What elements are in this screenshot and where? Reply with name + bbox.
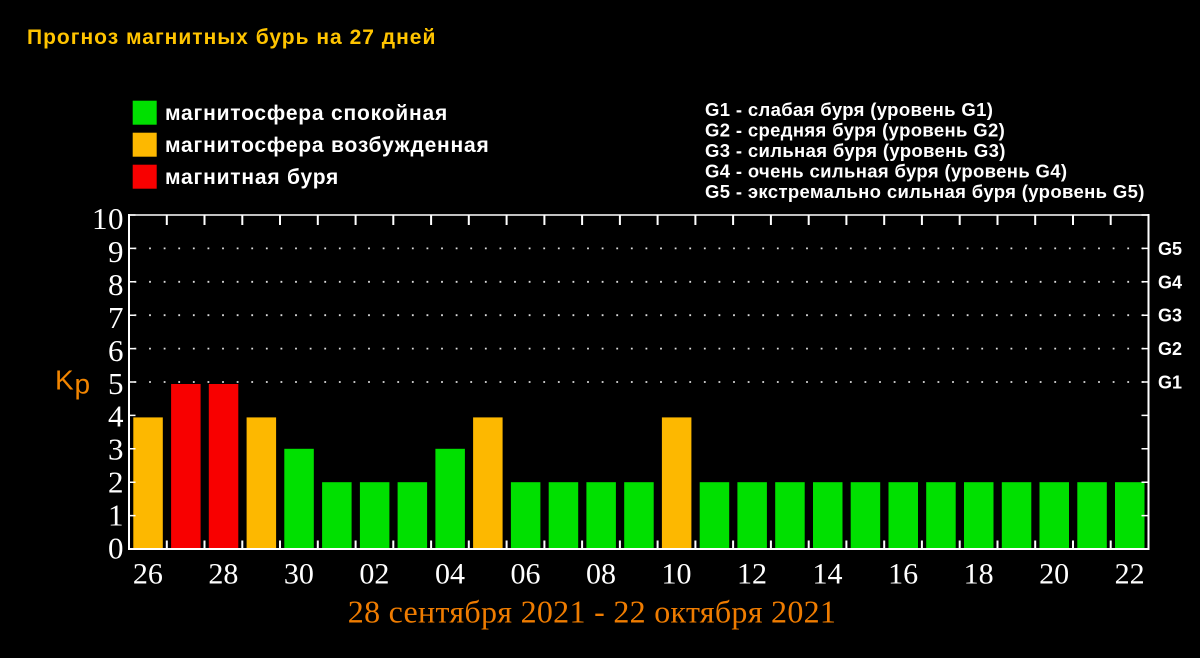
- svg-text:G4 - очень сильная буря (урове: G4 - очень сильная буря (уровень G4): [705, 161, 1067, 182]
- svg-text:G1 - слабая буря (уровень G1): G1 - слабая буря (уровень G1): [705, 99, 993, 120]
- svg-text:22: 22: [1115, 558, 1145, 591]
- svg-text:6: 6: [108, 333, 124, 368]
- svg-text:08: 08: [586, 558, 616, 591]
- svg-text:3: 3: [108, 432, 124, 467]
- svg-text:20: 20: [1039, 558, 1069, 591]
- svg-text:26: 26: [133, 558, 163, 591]
- svg-text:02: 02: [359, 558, 389, 591]
- svg-text:G1: G1: [1158, 373, 1182, 393]
- svg-text:4: 4: [108, 399, 124, 434]
- svg-text:G5: G5: [1158, 239, 1182, 259]
- svg-text:5: 5: [108, 366, 124, 401]
- svg-text:1: 1: [108, 498, 124, 533]
- svg-text:G3 - сильная буря (уровень G3): G3 - сильная буря (уровень G3): [705, 140, 1006, 161]
- svg-text:магнитная буря: магнитная буря: [165, 166, 339, 189]
- svg-text:10: 10: [662, 558, 692, 591]
- svg-text:10: 10: [92, 201, 124, 236]
- svg-text:0: 0: [108, 530, 124, 565]
- svg-text:8: 8: [108, 267, 124, 302]
- svg-text:28: 28: [208, 558, 238, 591]
- svg-text:7: 7: [108, 300, 124, 335]
- svg-text:12: 12: [737, 558, 767, 591]
- svg-text:04: 04: [435, 558, 465, 591]
- svg-text:Прогноз магнитных бурь на 27 д: Прогноз магнитных бурь на 27 дней: [27, 26, 436, 49]
- svg-text:магнитосфера возбужденная: магнитосфера возбужденная: [165, 134, 490, 157]
- svg-text:9: 9: [108, 234, 124, 269]
- svg-text:G3: G3: [1158, 306, 1182, 326]
- svg-text:K: K: [55, 365, 74, 396]
- svg-text:2: 2: [108, 465, 124, 500]
- svg-text:16: 16: [888, 558, 918, 591]
- svg-text:G2 - средняя буря (уровень G2): G2 - средняя буря (уровень G2): [705, 119, 1005, 140]
- svg-text:G5 - экстремально сильная буря: G5 - экстремально сильная буря (уровень …: [705, 181, 1145, 202]
- svg-text:14: 14: [813, 558, 843, 591]
- svg-text:G2: G2: [1158, 339, 1182, 359]
- svg-text:магнитосфера спокойная: магнитосфера спокойная: [165, 102, 448, 125]
- svg-text:28 сентября 2021 - 22 октября: 28 сентября 2021 - 22 октября 2021: [348, 594, 836, 630]
- svg-text:30: 30: [284, 558, 314, 591]
- svg-text:18: 18: [964, 558, 994, 591]
- svg-text:G4: G4: [1158, 272, 1182, 292]
- svg-text:p: p: [75, 369, 91, 400]
- svg-text:06: 06: [511, 558, 541, 591]
